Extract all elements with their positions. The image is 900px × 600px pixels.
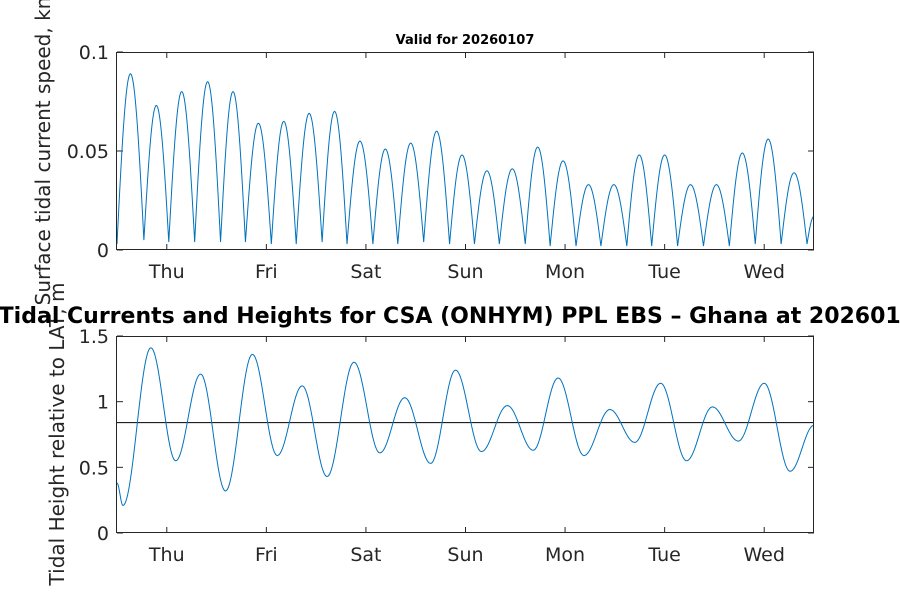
height-y-tick-label: 1.5: [79, 326, 109, 348]
height-x-tick-label: Mon: [545, 544, 585, 566]
height-x-tick-label: Sun: [447, 544, 483, 566]
speed-chart-title: Valid for 20260107: [396, 33, 535, 48]
height-x-tick-label: Sat: [350, 544, 381, 566]
height-axes-box: [116, 336, 814, 533]
speed-y-tick-label: 0.05: [67, 141, 109, 163]
height-y-axis-label: Tidal Height relative to LAT, m: [45, 283, 69, 587]
speed-x-tick-label: Fri: [255, 261, 278, 283]
speed-x-tick-label: Mon: [545, 261, 585, 283]
speed-axes-box: [116, 52, 814, 250]
speed-y-tick-label: 0.1: [79, 42, 109, 64]
height-x-tick-label: Fri: [255, 544, 278, 566]
speed-y-axis-label: Surface tidal current speed, kn: [31, 0, 55, 305]
height-x-tick-label: Thu: [148, 544, 185, 566]
height-series-line: [116, 347, 815, 506]
height-y-tick-label: 0.5: [79, 457, 109, 479]
speed-x-tick-label: Sat: [350, 261, 381, 283]
speed-x-tick-label: Wed: [743, 261, 784, 283]
height-x-tick-label: Wed: [743, 544, 784, 566]
height-panel: 0 0.5 1 1.5 Thu Fri Sat Sun Mon Tue Wed Tidal Hei…: [0, 283, 900, 587]
speed-x-tick-label: Sun: [447, 261, 483, 283]
speed-panel: Valid for 20260107 0 0.05 0.1 Thu Fri Sat Sun…: [31, 0, 815, 305]
speed-x-tick-label: Tue: [647, 261, 680, 283]
speed-series-line: [116, 73, 815, 247]
height-y-tick-label: 1: [97, 392, 109, 414]
speed-x-tick-label: Thu: [148, 261, 185, 283]
main-chart-title: Tidal Currents and Heights for CSA (ONHY…: [0, 304, 900, 329]
height-y-tick-label: 0: [97, 523, 109, 545]
height-x-tick-label: Tue: [647, 544, 680, 566]
speed-y-tick-label: 0: [97, 240, 109, 262]
